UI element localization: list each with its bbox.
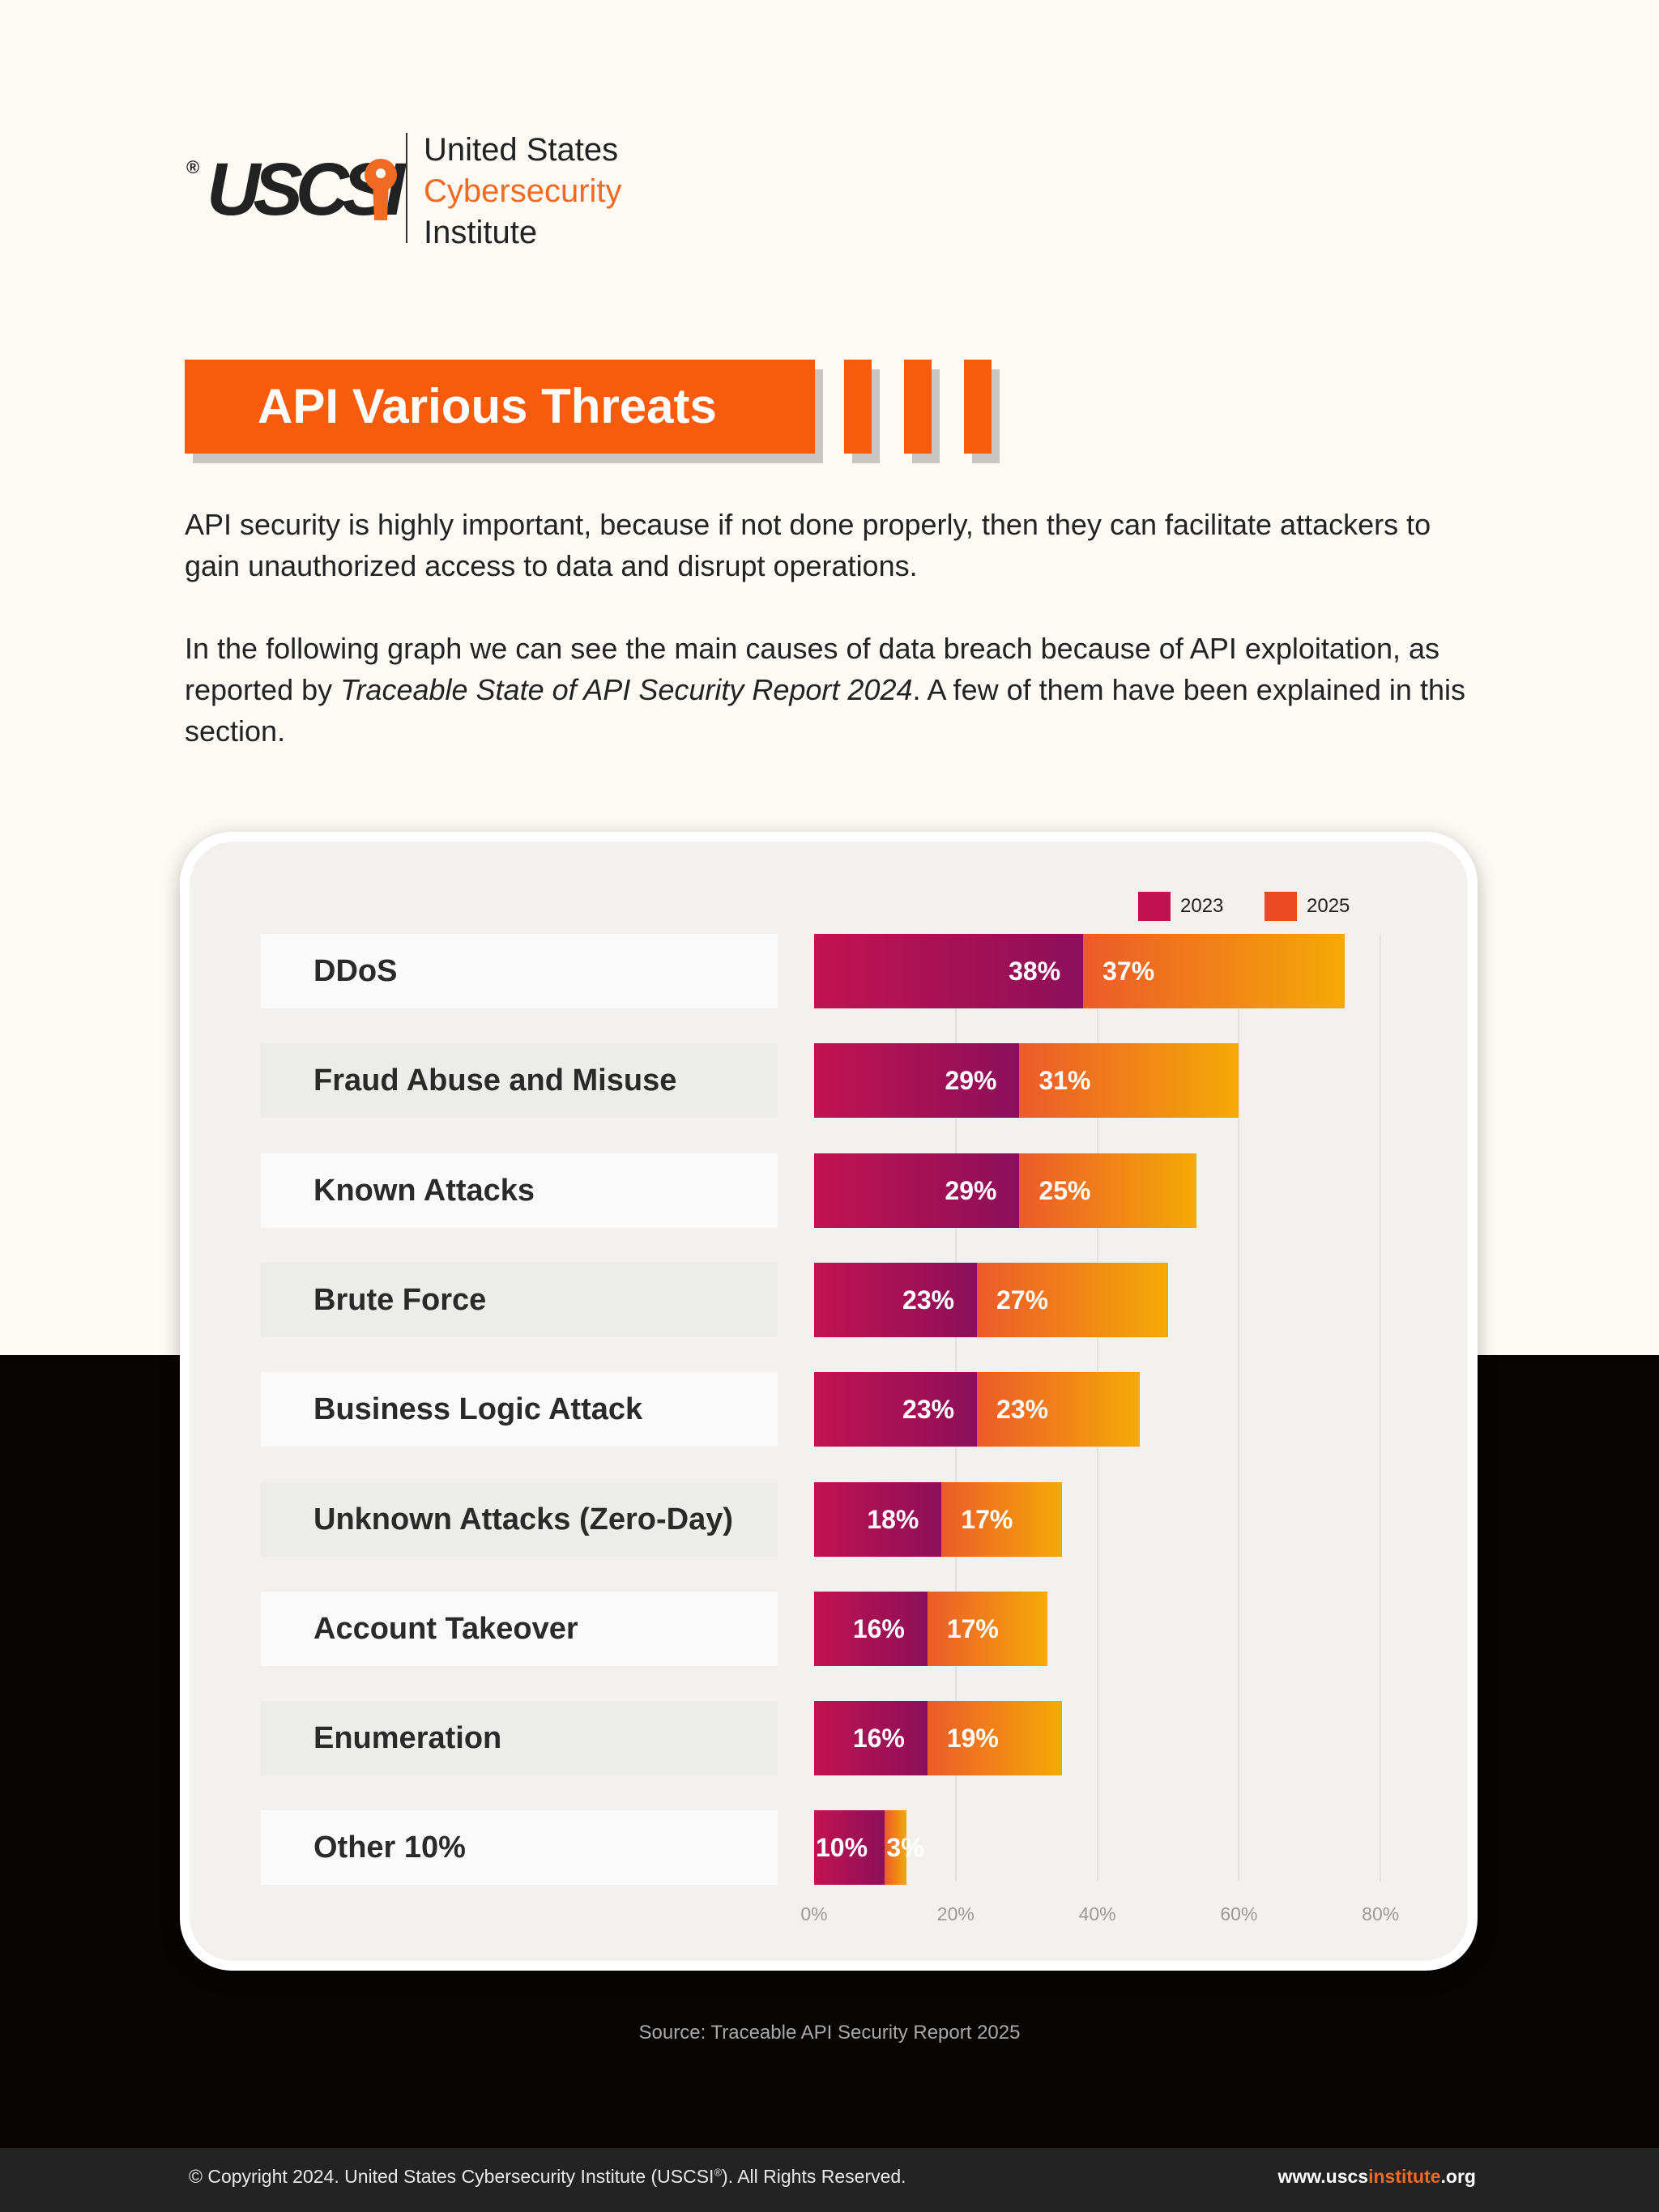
- bar-2025: [977, 1372, 1141, 1447]
- x-tick-label: 20%: [936, 1903, 975, 1924]
- bar-2023: [814, 1482, 942, 1557]
- copyright-end: ). All Rights Reserved.: [722, 2166, 906, 2187]
- category-label: Brute Force: [261, 1263, 778, 1337]
- website-pre: www.uscs: [1277, 2166, 1369, 2187]
- bar-2025: [927, 1592, 1048, 1666]
- bar-2023: [814, 1810, 885, 1885]
- title-banner: [185, 360, 815, 454]
- data-label-2025: 37%: [1102, 957, 1155, 986]
- x-tick-label: 60%: [1220, 1903, 1258, 1924]
- bar-2023: [814, 1701, 928, 1775]
- bar-2025: [941, 1482, 1062, 1557]
- category-label: Account Takeover: [261, 1592, 778, 1666]
- data-label-2023: 29%: [945, 1176, 997, 1205]
- intro-p2-end: . A few of them have been explained in t…: [185, 673, 1465, 748]
- banner-stripe: [964, 360, 992, 454]
- logo-line-3: Institute: [424, 215, 538, 250]
- x-tick-label: 80%: [1362, 1903, 1400, 1924]
- uscsi-logo: ® USCSI United States Cybersecurity Inst…: [186, 130, 640, 251]
- logo-text: United States Cybersecurity Institute: [424, 130, 622, 254]
- data-label-2023: 16%: [852, 1614, 905, 1643]
- gridline: [1380, 934, 1382, 1882]
- data-label-2025: 31%: [1038, 1066, 1091, 1095]
- bar-2025: [1019, 1153, 1196, 1228]
- bar-2025: [885, 1810, 906, 1885]
- website-post: .org: [1440, 2166, 1476, 2187]
- website-highlight: institute: [1368, 2166, 1441, 2187]
- data-label-2025: 25%: [1038, 1176, 1091, 1205]
- page-title: API Various Threats: [258, 379, 717, 433]
- footer-bar: [0, 2148, 1659, 2212]
- category-label: Fraud Abuse and Misuse: [261, 1043, 778, 1118]
- bar-2023: [814, 934, 1084, 1008]
- data-label-2023: 23%: [902, 1395, 955, 1424]
- bar-2025: [1019, 1043, 1239, 1118]
- bar-2023: [814, 1263, 978, 1337]
- bar-2025: [927, 1701, 1062, 1775]
- data-label-2025: 17%: [961, 1505, 1013, 1534]
- category-label: DDoS: [261, 934, 778, 1008]
- bar-2023: [814, 1153, 1020, 1228]
- intro-paragraph-2: In the following graph we can see the ma…: [185, 628, 1481, 752]
- data-label-2023: 23%: [902, 1285, 955, 1315]
- data-label-2025: 3%: [886, 1833, 924, 1862]
- bar-2023: [814, 1372, 978, 1447]
- logo-line-1: United States: [424, 132, 619, 168]
- data-label-2025: 17%: [946, 1614, 999, 1643]
- intro-paragraph-1: API security is highly important, becaus…: [185, 508, 1431, 582]
- bar-2025: [1083, 934, 1346, 1008]
- category-label: Other 10%: [261, 1810, 778, 1885]
- x-tick-label: 40%: [1078, 1903, 1116, 1924]
- intro-text: API security is highly important, becaus…: [185, 504, 1481, 752]
- category-label: Unknown Attacks (Zero-Day): [261, 1482, 778, 1557]
- data-label-2023: 29%: [945, 1066, 997, 1095]
- bar-2023: [814, 1592, 928, 1666]
- logo-divider: [406, 133, 407, 243]
- legend-label: 2023: [1180, 895, 1224, 917]
- website-link[interactable]: www.uscsinstitute.org: [1277, 2166, 1476, 2188]
- bar-2025: [977, 1263, 1168, 1337]
- registered-mark: ®: [186, 157, 200, 177]
- data-label-2023: 38%: [1009, 957, 1061, 986]
- legend-label: 2025: [1307, 895, 1350, 917]
- data-label-2025: 27%: [996, 1285, 1049, 1315]
- data-label-2023: 18%: [867, 1505, 919, 1534]
- banner-stripe: [844, 360, 872, 454]
- gridline: [1238, 934, 1240, 1882]
- category-label: Business Logic Attack: [261, 1372, 778, 1447]
- data-label-2025: 23%: [996, 1395, 1049, 1424]
- legend-swatch-2023: [1138, 892, 1171, 921]
- category-label: Known Attacks: [261, 1153, 778, 1228]
- data-label-2025: 19%: [946, 1724, 999, 1753]
- report-citation: Traceable State of API Security Report 2…: [340, 673, 913, 706]
- category-label: Enumeration: [261, 1701, 778, 1775]
- keyhole-icon: [365, 159, 397, 220]
- intro-p2-start: In the following graph we can see the ma…: [185, 632, 1439, 706]
- copyright-start: © Copyright 2024. United States Cybersec…: [189, 2166, 714, 2187]
- chart-source: Source: Traceable API Security Report 20…: [638, 2022, 1021, 2044]
- x-tick-label: 0%: [800, 1903, 828, 1924]
- data-label-2023: 10%: [816, 1833, 868, 1862]
- logo-line-2: Cybersecurity: [424, 173, 622, 209]
- bar-2023: [814, 1043, 1020, 1118]
- copyright-text: © Copyright 2024. United States Cybersec…: [189, 2166, 906, 2188]
- copyright-registered: ®: [714, 2166, 723, 2179]
- banner-stripe: [904, 360, 932, 454]
- data-label-2023: 16%: [852, 1724, 905, 1753]
- legend-swatch-2025: [1265, 892, 1297, 921]
